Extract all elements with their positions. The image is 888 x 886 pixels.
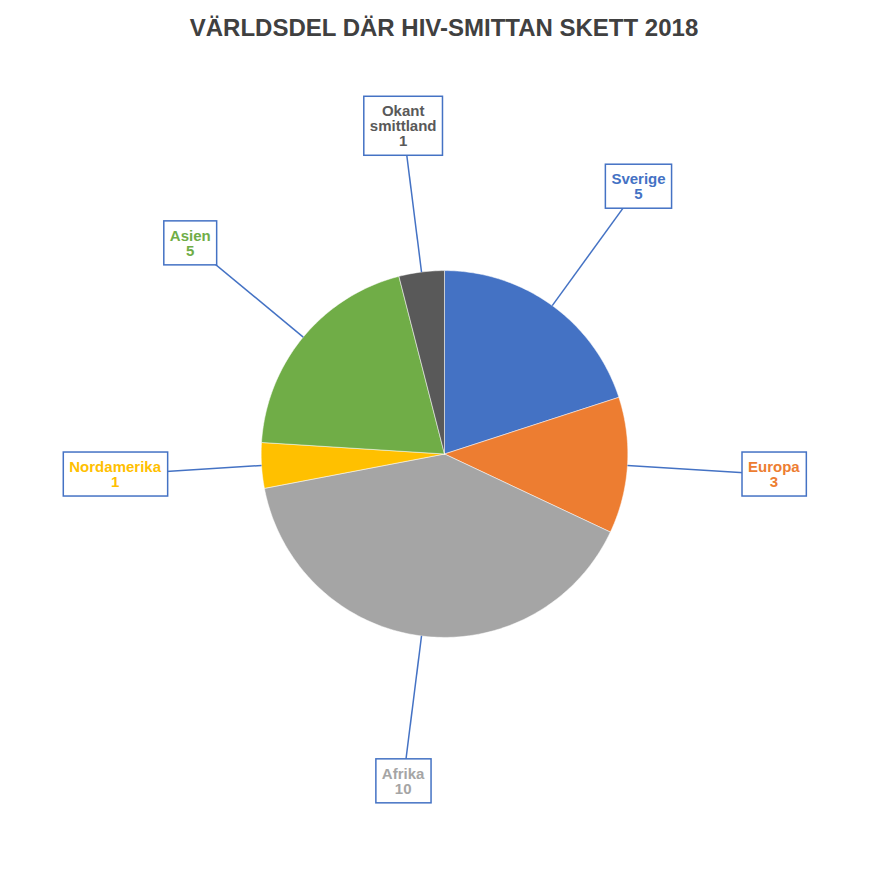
- svg-text:Afrika10: Afrika10: [382, 765, 425, 797]
- svg-text:Okantsmittland1: Okantsmittland1: [370, 102, 437, 149]
- svg-text:Sverige5: Sverige5: [611, 170, 665, 202]
- svg-text:Europa3: Europa3: [748, 458, 800, 490]
- svg-text:Nordamerika1: Nordamerika1: [69, 458, 161, 490]
- svg-text:Asien5: Asien5: [170, 227, 211, 259]
- html-text:VÄRLDSDEL DÄR HIV-SMITTAN SKET: VÄRLDSDEL DÄR HIV-SMITTAN SKETT 2018: [189, 14, 699, 41]
